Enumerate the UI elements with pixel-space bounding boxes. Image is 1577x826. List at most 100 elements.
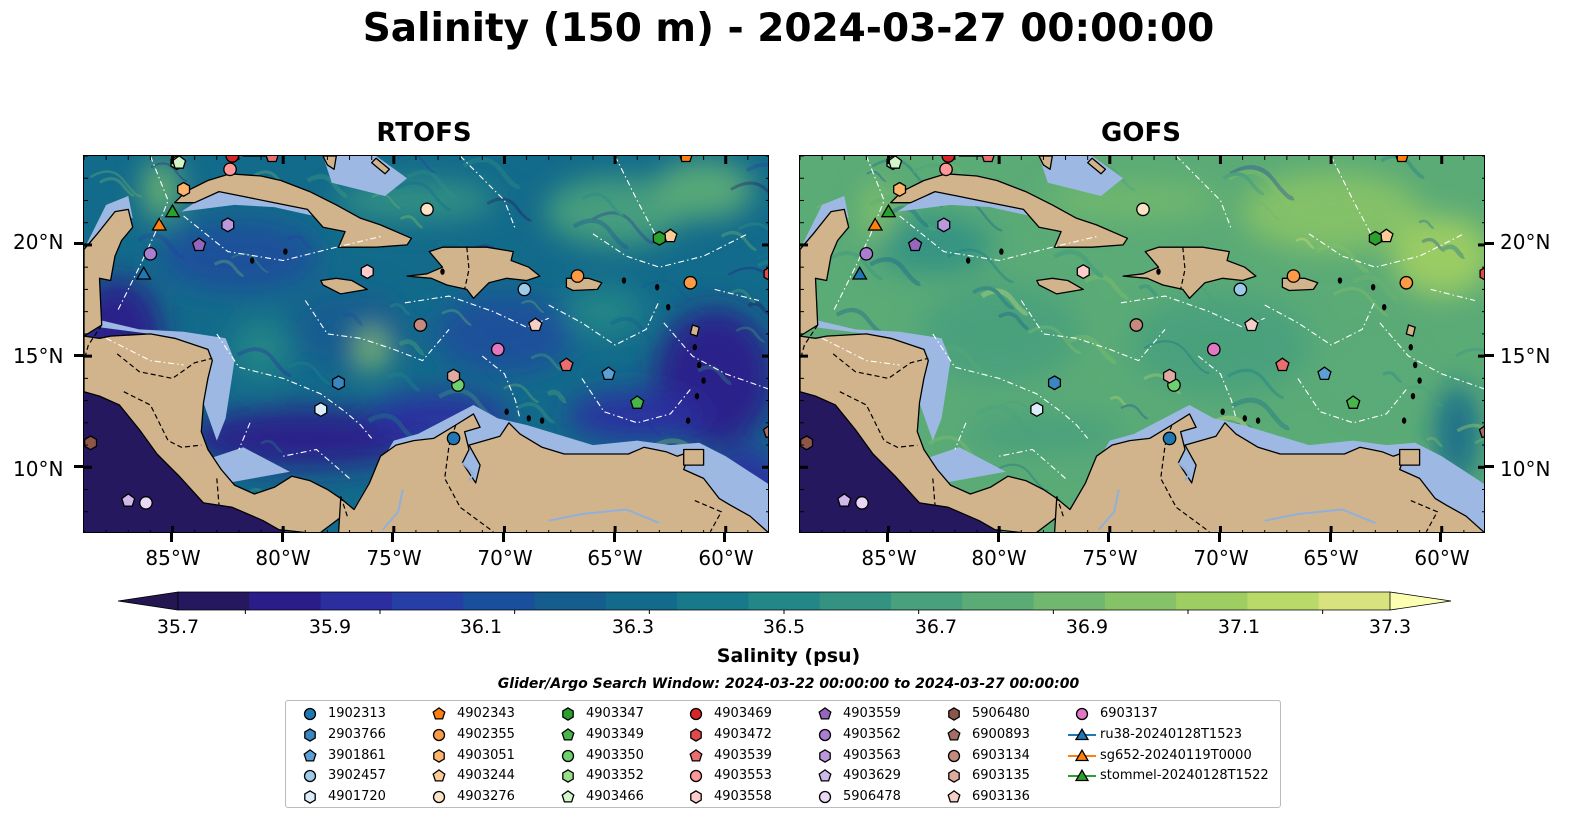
colorbar-segment — [1176, 592, 1249, 610]
observation-marker-4903472 — [763, 267, 768, 281]
eddy-swirl — [697, 365, 732, 385]
observation-marker-4902355 — [1286, 269, 1301, 283]
colorbar-segment — [677, 592, 749, 610]
continental-shelf — [926, 447, 1006, 483]
land-jamaica — [320, 277, 368, 295]
country-border — [1410, 500, 1439, 532]
colorbar-segment — [1033, 592, 1106, 610]
eddy-swirl — [861, 205, 886, 221]
observation-marker-1902313 — [446, 431, 461, 446]
eddy-swirl — [955, 326, 980, 342]
legend-marker-icon — [304, 727, 316, 742]
legend-marker — [432, 707, 446, 720]
country-border — [464, 247, 470, 290]
observation-marker-4903051 — [893, 181, 907, 197]
eez-boundary — [832, 156, 885, 312]
salinity-map-rtofs — [84, 156, 768, 532]
observation-marker-ru38-20240128T1523 — [851, 265, 868, 280]
legend-marker-icon — [818, 707, 832, 720]
eez-boundary — [714, 288, 760, 302]
eddy-swirl — [1333, 286, 1390, 317]
salinity-blob — [143, 159, 180, 220]
island — [1370, 283, 1376, 291]
panel-title-gofs: GOFS — [1101, 118, 1181, 148]
colorbar-tick: 36.9 — [1065, 616, 1109, 638]
lat-label-left-15n: 15°N — [13, 344, 64, 368]
legend-marker-icon — [433, 748, 445, 763]
eez-boundary — [954, 422, 967, 450]
legend-marker — [562, 769, 574, 784]
eddy-swirl — [1229, 165, 1295, 201]
colorbar-segment — [178, 592, 250, 610]
lon-label-gofs-70w: 70°W — [1193, 546, 1249, 570]
land-bahamas-1 — [322, 156, 337, 170]
eddy-swirl — [998, 401, 1046, 426]
eddy-swirl — [503, 383, 540, 404]
legend-marker-icon — [818, 728, 832, 741]
island — [694, 392, 700, 400]
colorbar-tick: 36.7 — [914, 616, 958, 638]
observation-marker-4903562 — [859, 246, 874, 261]
land-lesser-antilles — [689, 324, 700, 337]
eez-boundary — [238, 422, 251, 450]
lon-label-rtofs-60w: 60°W — [698, 546, 754, 570]
salinity-blob — [1130, 295, 1311, 395]
island — [701, 377, 706, 384]
legend-label: 4903539 — [714, 747, 772, 763]
land-trinidad — [1399, 448, 1421, 466]
island — [504, 408, 509, 415]
legend-marker-icon — [689, 707, 703, 721]
observation-marker-3902457 — [517, 282, 532, 297]
legend-label: 4901720 — [328, 789, 386, 805]
legend-marker — [303, 770, 317, 783]
island — [685, 417, 691, 424]
continental-shelf — [99, 320, 235, 441]
map-panel-gofs[interactable] — [799, 155, 1485, 533]
legend-label: 6903135 — [972, 768, 1030, 784]
outer-lon-tick — [1217, 533, 1221, 542]
eddy-swirl — [406, 170, 456, 197]
legend-label: stommel-20240128T1522 — [1100, 768, 1269, 784]
island — [1401, 417, 1407, 424]
lon-label-gofs-75w: 75°W — [1082, 546, 1138, 570]
colorbar-segment — [1247, 592, 1320, 610]
eddy-swirl — [99, 177, 135, 197]
lon-label-gofs-60w: 60°W — [1414, 546, 1470, 570]
island — [692, 344, 697, 351]
legend-label: 4903562 — [843, 726, 901, 742]
salinity-map-gofs — [800, 156, 1484, 532]
island — [696, 361, 702, 369]
legend-marker — [561, 727, 575, 741]
observation-marker-6903134 — [1129, 318, 1144, 332]
salinity-blob — [564, 286, 645, 337]
eddy-swirl — [1120, 404, 1149, 420]
observation-marker-6903136 — [1244, 317, 1259, 332]
legend-marker-icon — [948, 707, 960, 721]
outer-lon-tick — [1107, 533, 1111, 542]
legend: 1902313 2903766 3901861 3902457 4901720 49023… — [285, 700, 1281, 808]
colorbar-segment — [249, 592, 322, 610]
legend-label: 6903136 — [972, 789, 1030, 805]
eddy-swirl — [828, 251, 884, 281]
observation-marker-4903539 — [265, 156, 279, 163]
legend-label: 4903558 — [714, 789, 772, 805]
eddy-swirl — [869, 195, 937, 232]
eddy-swirl — [735, 326, 765, 343]
outer-lat-tick — [1485, 242, 1494, 246]
map-panel-rtofs[interactable] — [83, 155, 769, 533]
observation-marker-4903349 — [629, 395, 645, 409]
observation-marker-6903135 — [446, 368, 461, 384]
salinity-blob — [357, 327, 386, 372]
legend-marker — [1074, 748, 1090, 761]
observation-marker-4903562 — [143, 246, 158, 261]
lat-label-right-15n: 15°N — [1500, 344, 1551, 368]
island — [999, 248, 1004, 255]
legend-marker-icon — [432, 728, 446, 741]
island — [621, 277, 627, 284]
colorbar-segment — [748, 592, 821, 610]
eddy-swirl — [516, 402, 555, 424]
outer-lat-tick — [74, 464, 83, 468]
legend-marker — [1075, 707, 1089, 721]
island — [1255, 417, 1261, 424]
observation-marker-4902355 — [1399, 275, 1414, 290]
